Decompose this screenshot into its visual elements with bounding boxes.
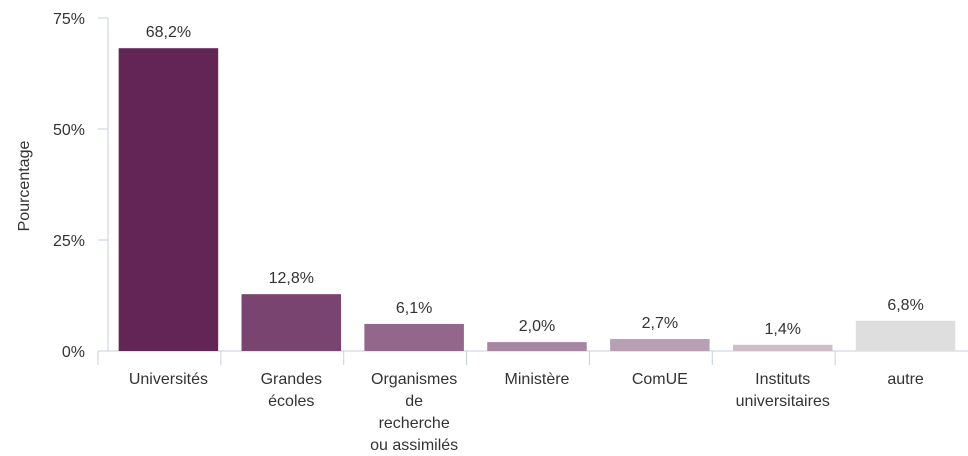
bar xyxy=(364,323,464,351)
data-label: 6,8% xyxy=(887,297,923,314)
category-label-line: de xyxy=(405,393,423,410)
data-label: 6,1% xyxy=(396,300,432,317)
category-labels: Universités Grandes écoles Organismes de rech… xyxy=(129,371,924,454)
y-tick-label: 50% xyxy=(53,122,85,139)
bars xyxy=(118,48,956,351)
category-label-line: autre xyxy=(887,371,924,388)
category-label-line: Universités xyxy=(129,371,208,388)
data-label: 68,2% xyxy=(146,24,191,41)
category-label-line: écoles xyxy=(268,393,314,410)
bar xyxy=(610,339,710,351)
y-tick-label: 75% xyxy=(53,11,85,28)
x-axis xyxy=(97,350,968,365)
data-label: 2,7% xyxy=(642,315,678,332)
category-label: Organismes de recherche ou assimilés xyxy=(370,371,458,454)
category-label-line: Ministère xyxy=(505,371,570,388)
y-axis-title: Pourcentage xyxy=(16,141,33,232)
category-label-line: ComUE xyxy=(632,371,688,388)
category-label-line: Grandes xyxy=(261,371,322,388)
category-label: Instituts universitaires xyxy=(736,371,830,410)
bar xyxy=(241,294,342,351)
y-axis: 0% 25% 50% 75% xyxy=(53,11,109,361)
data-label: 1,4% xyxy=(764,321,800,338)
category-label: Ministère xyxy=(505,371,570,388)
data-label: 2,0% xyxy=(519,318,555,335)
data-label: 12,8% xyxy=(269,270,314,287)
category-label-line: recherche xyxy=(379,415,450,432)
category-label: autre xyxy=(887,371,924,388)
y-tick-label: 0% xyxy=(62,344,85,361)
data-labels: 68,2% 12,8% 6,1% 2,0% 2,7% 1,4% 6,8% xyxy=(146,24,924,338)
bar xyxy=(118,48,219,351)
y-tick-label: 25% xyxy=(53,233,85,250)
category-label-line: ou assimilés xyxy=(370,437,458,454)
category-label: ComUE xyxy=(632,371,688,388)
bar xyxy=(732,344,833,351)
category-label-line: Instituts xyxy=(755,371,810,388)
category-label: Grandes écoles xyxy=(261,371,322,410)
bar xyxy=(855,320,956,351)
bar xyxy=(487,342,587,351)
category-label: Universités xyxy=(129,371,208,388)
category-label-line: Organismes xyxy=(371,371,457,388)
category-label-line: universitaires xyxy=(736,393,830,410)
